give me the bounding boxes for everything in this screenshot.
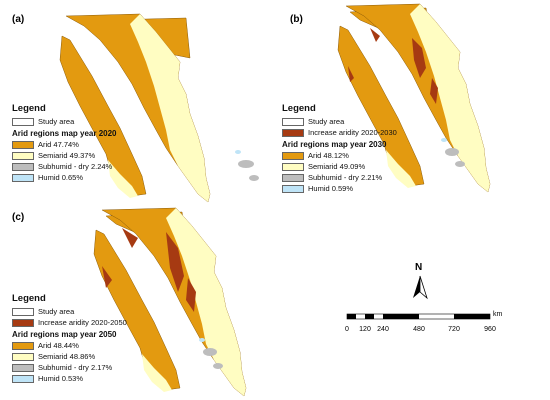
legend-label: Arid 48.12% [308, 151, 349, 161]
map-panel-c [93, 207, 247, 397]
legend-item: Subhumid - dry 2.17% [12, 363, 127, 374]
legend-title: Legend [12, 293, 46, 304]
legend-section-title: Arid regions map year 2020 [12, 128, 117, 138]
legend-swatch [12, 163, 34, 171]
legend-swatch [282, 174, 304, 182]
map-panel-a [59, 13, 259, 203]
legend-item: Arid 48.12% [282, 151, 397, 162]
legend-item: Semiarid 49.09% [282, 162, 397, 173]
legend-item: Arid 48.44% [12, 341, 127, 352]
legend-item: Increase aridity 2020-2030 [282, 128, 397, 139]
legend-item: Humid 0.65% [12, 173, 117, 184]
legend-item: Subhumid - dry 2.21% [282, 173, 397, 184]
legend-swatch [282, 152, 304, 160]
scale-unit: km [493, 311, 503, 318]
legend-item: Study area [12, 117, 117, 128]
panel-label-a: (a) [12, 14, 25, 25]
legend-label: Study area [38, 117, 75, 127]
scale-tick-label: 0 [345, 326, 349, 333]
legend-item: Study area [12, 307, 127, 318]
legend-section-title: Arid regions map year 2030 [282, 139, 387, 149]
panel-label-b: (b) [290, 14, 303, 25]
legend-label: Subhumid - dry 2.17% [38, 363, 113, 373]
legend-label: Study area [38, 307, 75, 317]
legend-label: Increase aridity 2020-2050 [38, 318, 127, 328]
legend-item: Semiarid 48.86% [12, 352, 127, 363]
legend-a: Legend Study area Arid regions map year … [12, 104, 117, 184]
legend-label: Increase aridity 2020-2030 [308, 128, 397, 138]
legend-swatch [12, 364, 34, 372]
legend-item: Arid 47.74% [12, 140, 117, 151]
legend-item: Semiarid 49.37% [12, 151, 117, 162]
panel-label-c: (c) [12, 212, 25, 223]
north-arrow-icon [413, 275, 428, 300]
legend-label: Semiarid 48.86% [38, 352, 96, 362]
scale-tick-label: 120 [359, 326, 371, 333]
legend-label: Subhumid - dry 2.21% [308, 173, 383, 183]
legend-label: Humid 0.59% [308, 184, 354, 194]
legend-swatch [12, 353, 34, 361]
scale-labels: 0 120 240 480 720 960 km [345, 311, 537, 344]
north-label: N [415, 262, 423, 273]
legend-c: Legend Study area Increase aridity 2020-… [12, 294, 127, 385]
legend-label: Study area [308, 117, 345, 127]
legend-swatch [12, 152, 34, 160]
legend-item: Increase aridity 2020-2050 [12, 318, 127, 329]
legend-swatch [12, 375, 34, 383]
legend-swatch [12, 118, 34, 126]
scale-bar [346, 313, 491, 320]
legend-swatch [282, 129, 304, 137]
scale-tick-label: 240 [377, 326, 389, 333]
legend-swatch [12, 342, 34, 350]
legend-swatch [12, 174, 34, 182]
legend-label: Semiarid 49.09% [308, 162, 366, 172]
legend-title: Legend [282, 103, 316, 114]
legend-item: Subhumid - dry 2.24% [12, 162, 117, 173]
legend-item: Study area [282, 117, 397, 128]
legend-label: Semiarid 49.37% [38, 151, 96, 161]
legend-item: Humid 0.53% [12, 374, 127, 385]
map-panel-b [337, 3, 491, 193]
legend-label: Arid 47.74% [38, 140, 79, 150]
legend-label: Humid 0.53% [38, 374, 84, 384]
legend-label: Arid 48.44% [38, 341, 79, 351]
legend-label: Subhumid - dry 2.24% [38, 162, 113, 172]
scale-tick-label: 960 [484, 326, 496, 333]
scale-tick-label: 720 [448, 326, 460, 333]
legend-swatch [282, 185, 304, 193]
legend-swatch [12, 319, 34, 327]
legend-swatch [282, 163, 304, 171]
legend-label: Humid 0.65% [38, 173, 84, 183]
legend-swatch [282, 118, 304, 126]
scale-tick-label: 480 [413, 326, 425, 333]
legend-b: Legend Study area Increase aridity 2020-… [282, 104, 397, 195]
legend-section-title: Arid regions map year 2050 [12, 329, 117, 339]
legend-title: Legend [12, 103, 46, 114]
legend-item: Humid 0.59% [282, 184, 397, 195]
legend-swatch [12, 141, 34, 149]
legend-swatch [12, 308, 34, 316]
